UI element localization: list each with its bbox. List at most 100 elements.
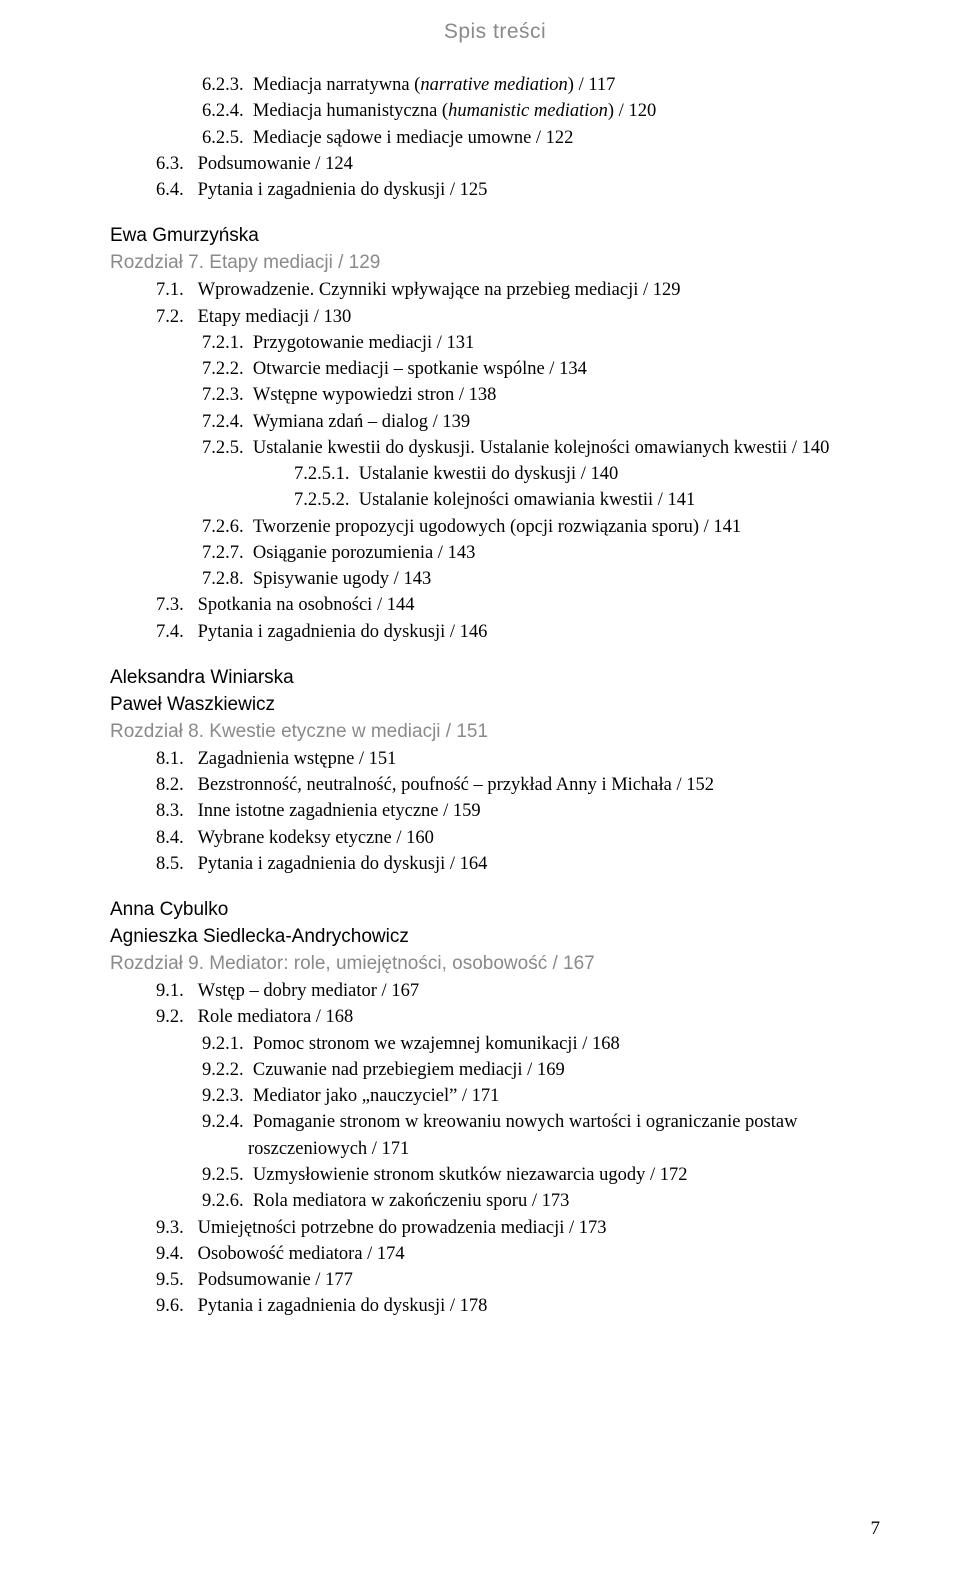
entry-text: Mediator jako „nauczyciel” / 171 [253,1086,500,1106]
chapter-title: Rozdział 8. Kwestie etyczne w mediacji /… [110,719,880,746]
entry-text: Podsumowanie / 124 [198,154,353,174]
entry-text: Inne istotne zagadnienia etyczne / 159 [198,801,481,821]
entry-num: 7.2.1. [202,333,244,353]
entry-text: Zagadnienia wstępne / 151 [198,749,397,769]
entry-num: 9.2. [156,1007,184,1027]
entry-num: 6.2.3. [202,75,244,95]
toc-entry: 7.2. Etapy mediacji / 130 [156,304,880,330]
entry-num: 7.2.5.2. [294,490,350,510]
toc-entry: 7.2.3. Wstępne wypowiedzi stron / 138 [202,382,880,408]
chapter-title: Rozdział 9. Mediator: role, umiejętności… [110,951,880,978]
entry-num: 9.1. [156,981,184,1001]
toc-entry: 9.2.4. Pomaganie stronom w kreowaniu now… [202,1109,880,1162]
entry-text: Pytania i zagadnienia do dyskusji / 178 [198,1296,488,1316]
entry-text: Ustalanie kwestii do dyskusji. Ustalanie… [253,438,830,458]
toc-entry: 8.2. Bezstronność, neutralność, poufność… [156,772,880,798]
toc-entry: 7.2.5.2. Ustalanie kolejności omawiania … [294,487,880,513]
toc-body: 6.2.3. Mediacja narratywna (narrative me… [110,72,880,1320]
entry-text: Wstęp – dobry mediator / 167 [198,981,419,1001]
toc-entry: 6.2.5. Mediacje sądowe i mediacje umowne… [202,125,880,151]
toc-entry: 7.2.7. Osiąganie porozumienia / 143 [202,540,880,566]
entry-text: Ustalanie kolejności omawiania kwestii /… [359,490,696,510]
toc-entry: 8.4. Wybrane kodeksy etyczne / 160 [156,825,880,851]
toc-entry: 7.2.4. Wymiana zdań – dialog / 139 [202,409,880,435]
toc-entry: 6.2.3. Mediacja narratywna (narrative me… [202,72,880,98]
toc-entry: 6.4. Pytania i zagadnienia do dyskusji /… [156,177,880,203]
entry-num: 9.3. [156,1218,184,1238]
entry-num: 8.5. [156,854,184,874]
toc-entry: 9.2.3. Mediator jako „nauczyciel” / 171 [202,1083,880,1109]
entry-num: 6.2.4. [202,101,244,121]
toc-entry: 9.2.2. Czuwanie nad przebiegiem mediacji… [202,1057,880,1083]
entry-text: Etapy mediacji / 130 [198,307,352,327]
entry-num: 7.1. [156,280,184,300]
toc-entry: 9.2. Role mediatora / 168 [156,1004,880,1030]
chapter-title: Rozdział 7. Etapy mediacji / 129 [110,250,880,277]
entry-num: 7.3. [156,595,184,615]
entry-num: 9.4. [156,1244,184,1264]
entry-text: Osobowość mediatora / 174 [198,1244,405,1264]
entry-text: Umiejętności potrzebne do prowadzenia me… [198,1218,607,1238]
toc-entry: 7.2.6. Tworzenie propozycji ugodowych (o… [202,514,880,540]
toc-entry: 6.3. Podsumowanie / 124 [156,151,880,177]
toc-entry: 7.2.1. Przygotowanie mediacji / 131 [202,330,880,356]
entry-num: 7.4. [156,622,184,642]
toc-entry: 6.2.4. Mediacja humanistyczna (humanisti… [202,98,880,124]
toc-entry: 7.2.5.1. Ustalanie kwestii do dyskusji /… [294,461,880,487]
entry-text: Uzmysłowienie stronom skutków niezawarci… [253,1165,688,1185]
entry-text: Tworzenie propozycji ugodowych (opcji ro… [253,517,741,537]
entry-num: 9.2.5. [202,1165,244,1185]
entry-num: 7.2.7. [202,543,244,563]
entry-text: Rola mediatora w zakończeniu sporu / 173 [253,1191,569,1211]
toc-entry: 7.2.2. Otwarcie mediacji – spotkanie wsp… [202,356,880,382]
author-name: Aleksandra Winiarska [110,665,880,692]
entry-num: 9.2.3. [202,1086,244,1106]
entry-num: 9.2.1. [202,1034,244,1054]
entry-text: Pomoc stronom we wzajemnej komunikacji /… [253,1034,620,1054]
entry-text: Osiąganie porozumienia / 143 [253,543,475,563]
entry-text: Bezstronność, neutralność, poufność – pr… [198,775,714,795]
entry-italic: humanistic mediation [448,101,608,121]
entry-text: Czuwanie nad przebiegiem mediacji / 169 [253,1060,565,1080]
entry-after: ) / 117 [568,75,616,95]
entry-text: Pytania i zagadnienia do dyskusji / 125 [198,180,488,200]
entry-num: 9.2.2. [202,1060,244,1080]
toc-entry: 9.1. Wstęp – dobry mediator / 167 [156,978,880,1004]
entry-text: Wstępne wypowiedzi stron / 138 [253,385,497,405]
toc-entry: 7.2.5. Ustalanie kwestii do dyskusji. Us… [202,435,880,461]
toc-entry: 8.5. Pytania i zagadnienia do dyskusji /… [156,851,880,877]
entry-italic: narrative mediation [420,75,567,95]
entry-text: Podsumowanie / 177 [198,1270,353,1290]
toc-entry: 8.3. Inne istotne zagadnienia etyczne / … [156,798,880,824]
entry-num: 6.4. [156,180,184,200]
toc-entry: 8.1. Zagadnienia wstępne / 151 [156,746,880,772]
entry-num: 9.2.6. [202,1191,244,1211]
entry-num: 7.2.5. [202,438,244,458]
entry-num: 6.2.5. [202,128,244,148]
entry-text: Przygotowanie mediacji / 131 [253,333,474,353]
entry-num: 8.3. [156,801,184,821]
entry-num: 9.2.4. [202,1112,244,1132]
toc-entry: 9.2.1. Pomoc stronom we wzajemnej komuni… [202,1031,880,1057]
entry-num: 7.2.5.1. [294,464,350,484]
toc-entry: 7.2.8. Spisywanie ugody / 143 [202,566,880,592]
entry-text: Pomaganie stronom w kreowaniu nowych war… [248,1112,797,1158]
entry-num: 8.1. [156,749,184,769]
entry-num: 7.2.6. [202,517,244,537]
entry-text: Spisywanie ugody / 143 [253,569,431,589]
toc-entry: 9.2.5. Uzmysłowienie stronom skutków nie… [202,1162,880,1188]
entry-text: Wybrane kodeksy etyczne / 160 [198,828,434,848]
author-name: Anna Cybulko [110,897,880,924]
page-header: Spis treści [110,20,880,44]
toc-entry: 9.5. Podsumowanie / 177 [156,1267,880,1293]
author-name: Agnieszka Siedlecka-Andrychowicz [110,924,880,951]
entry-num: 9.6. [156,1296,184,1316]
entry-text: Mediacja narratywna ( [253,75,420,95]
toc-entry: 9.3. Umiejętności potrzebne do prowadzen… [156,1215,880,1241]
author-name: Ewa Gmurzyńska [110,223,880,250]
entry-num: 8.2. [156,775,184,795]
entry-text: Mediacje sądowe i mediacje umowne / 122 [253,128,574,148]
author-name: Paweł Waszkiewicz [110,692,880,719]
entry-text: Spotkania na osobności / 144 [198,595,415,615]
page-number: 7 [871,1518,881,1540]
